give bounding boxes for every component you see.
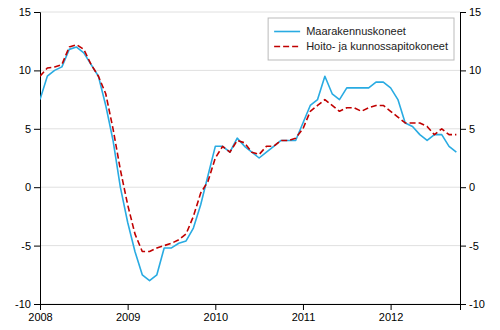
tick-label: -5 [469,240,479,252]
tick-label: -10 [469,298,485,310]
tick: 10 [460,64,481,76]
tick-mark [460,129,466,130]
tick: 2012 [379,304,403,323]
tick-mark [34,70,40,71]
tick-label: 2009 [116,311,140,323]
tick: 2010 [204,304,228,323]
grid-line [40,245,460,246]
tick-mark [34,129,40,130]
tick-label: 2010 [204,311,228,323]
tick-mark [460,187,466,188]
y-axis: -10 -5 0 5 10 15 [15,6,40,310]
tick-label: 5 [25,123,31,135]
tick: 15 [19,6,40,18]
tick: 0 [25,181,40,193]
tick-label: 10 [19,64,31,76]
grid-line [40,12,460,13]
tick-mark [460,246,466,247]
tick-mark [34,187,40,188]
lines [40,45,456,281]
tick-mark [303,304,304,310]
tick-label: 2008 [28,311,52,323]
x-axis: 2008 2009 2010 2011 2012 [28,304,460,323]
legend-swatch [274,31,300,33]
y2-axis: -10 -5 0 5 10 15 [460,6,485,310]
series-line [40,45,456,252]
tick: -10 [460,298,485,310]
tick-label: 10 [469,64,481,76]
legend: Maarakennuskoneet Hoito- ja kunnossapitok… [268,18,454,60]
axis-line [461,13,467,305]
tick-mark [460,12,466,13]
tick-mark [128,304,129,310]
tick-mark [460,304,466,305]
grid-line [40,187,460,188]
tick: 2011 [292,304,316,323]
tick: 5 [25,123,40,135]
tick-label: 15 [469,6,481,18]
tick-mark [34,12,40,13]
tick-label: 2011 [292,311,316,323]
tick-mark [34,246,40,247]
legend-label: Hoito- ja kunnossapitokoneet [306,40,448,52]
tick: -5 [21,240,40,252]
grid-line [40,70,460,71]
tick-label: 2012 [379,311,403,323]
grid [40,12,460,304]
axis-line [41,305,461,311]
tick-mark [215,304,216,310]
series-line [40,47,456,281]
legend-label: Maarakennuskoneet [306,25,406,37]
tick: -10 [15,298,40,310]
legend-swatch [274,46,300,48]
tick: 0 [460,181,475,193]
tick: 15 [460,6,481,18]
tick-label: 15 [19,6,31,18]
grid-line [40,128,460,129]
tick-mark [460,70,466,71]
legend-box [268,18,454,60]
tick-label: 0 [469,181,475,193]
tick: 2008 [28,304,52,323]
tick: 2009 [116,304,140,323]
tick: 5 [460,123,475,135]
tick: -5 [460,240,479,252]
plot: 2008 2009 2010 2011 2012 -10 -5 0 5 10 15 -10 -5 0 5 10… [15,6,485,323]
tick: 10 [19,64,40,76]
tick-mark [34,304,40,305]
tick-label: 0 [25,181,31,193]
tick-mark [391,304,392,310]
tick-label: 5 [469,123,475,135]
tick-label: -5 [21,240,31,252]
tick-label: -10 [15,298,31,310]
chart: 2008 2009 2010 2011 2012 -10 -5 0 5 10 15 -10 -5 0 5 10… [0,0,500,330]
axis-line [34,13,41,305]
